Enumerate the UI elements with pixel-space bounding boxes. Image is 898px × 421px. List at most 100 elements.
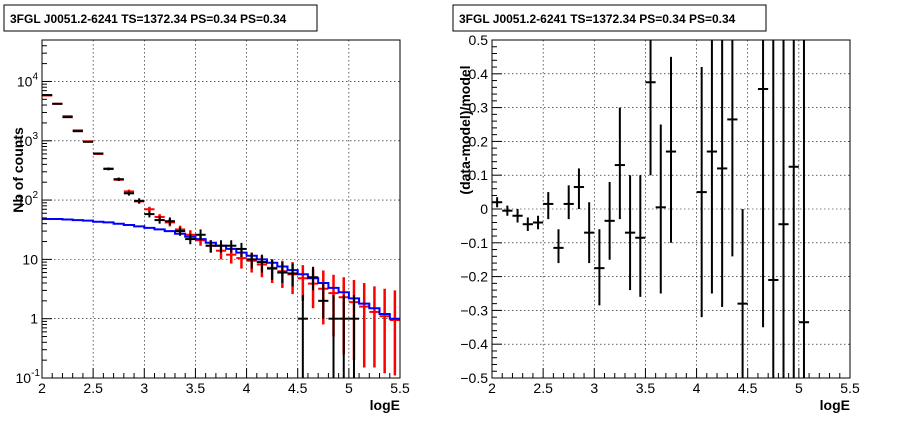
y-tick-label: 0.4 bbox=[469, 66, 489, 82]
axis-ticks bbox=[491, 39, 851, 379]
data-point bbox=[563, 185, 574, 220]
data-point bbox=[267, 259, 278, 280]
tick-labels: 2 2.5 3 3.5 4 4.5 5 5.5 −0.5 −0.4 −0.3 −0.2 −0.1 0 0.1… bbox=[460, 32, 860, 396]
title-box bbox=[452, 4, 767, 32]
data-point bbox=[226, 240, 237, 253]
x-tick-label: 5 bbox=[795, 380, 803, 396]
tick-labels: 2 2.5 3 3.5 4 4.5 5 5.5 10-1 1 10 102 103 104 bbox=[16, 71, 410, 396]
x-tick-label: 4 bbox=[243, 380, 251, 396]
y-tick-label: 103 bbox=[17, 131, 39, 149]
x-tick-label: 3 bbox=[140, 380, 148, 396]
data-point bbox=[236, 242, 247, 257]
data-point bbox=[553, 229, 564, 264]
data-series bbox=[42, 94, 400, 378]
y-tick-label: 0.5 bbox=[469, 32, 489, 48]
data-point bbox=[727, 40, 738, 257]
x-tick-label: 4.5 bbox=[288, 380, 308, 396]
model-bin bbox=[144, 206, 155, 212]
data-point bbox=[624, 175, 636, 291]
y-tick-label: 0.2 bbox=[469, 133, 489, 149]
title-box bbox=[3, 4, 318, 32]
data-series bbox=[492, 40, 810, 378]
counts-spectrum-panel: 2 2.5 3 3.5 4 4.5 5 5.5 10-1 1 10 102 103 104 3FGL J0… bbox=[3, 4, 410, 413]
data-point bbox=[798, 40, 810, 378]
data-point bbox=[195, 229, 206, 241]
data-point bbox=[348, 295, 360, 378]
y-tick-label: 104 bbox=[17, 71, 39, 89]
data-point bbox=[614, 107, 625, 220]
x-tick-label: 3.5 bbox=[636, 380, 656, 396]
data-point bbox=[655, 124, 666, 294]
x-tick-label: 2 bbox=[38, 380, 46, 396]
residuals-panel: 2 2.5 3 3.5 4 4.5 5 5.5 −0.5 −0.4 −0.3 −0.2 −0.1 0 0.1… bbox=[452, 4, 860, 413]
y-tick-label: 10 bbox=[22, 251, 38, 267]
model-bin bbox=[379, 288, 390, 374]
x-tick-label: 5.5 bbox=[390, 380, 410, 396]
data-point bbox=[287, 263, 298, 287]
data-point bbox=[502, 205, 513, 216]
data-point bbox=[635, 175, 646, 297]
data-point bbox=[62, 116, 73, 119]
data-point bbox=[164, 217, 175, 225]
data-point bbox=[737, 209, 748, 378]
data-point bbox=[717, 40, 728, 308]
data-point bbox=[297, 295, 308, 378]
data-point bbox=[645, 40, 656, 176]
x-tick-label: 4 bbox=[693, 380, 701, 396]
data-point bbox=[72, 130, 83, 133]
model-bin bbox=[389, 290, 400, 376]
y-tick-label: 10-1 bbox=[16, 368, 41, 386]
data-point bbox=[103, 167, 114, 171]
data-point bbox=[246, 252, 257, 269]
data-point bbox=[768, 40, 779, 378]
data-point bbox=[174, 227, 186, 236]
model-bin bbox=[369, 286, 380, 368]
chart-title: 3FGL J0051.2-6241 TS=1372.34 PS=0.34 PS=… bbox=[459, 12, 736, 26]
data-point bbox=[113, 177, 124, 181]
y-tick-label: −0.4 bbox=[460, 336, 488, 352]
x-tick-label: 3.5 bbox=[186, 380, 206, 396]
data-point bbox=[185, 233, 196, 245]
x-tick-label: 5.5 bbox=[840, 380, 860, 396]
data-point bbox=[665, 56, 677, 243]
y-tick-label: 0 bbox=[480, 201, 488, 217]
data-point bbox=[205, 240, 216, 253]
y-axis-label: Nb of counts bbox=[10, 127, 26, 213]
data-point bbox=[778, 40, 789, 378]
y-tick-label: −0.2 bbox=[460, 269, 488, 285]
x-tick-label: 4.5 bbox=[738, 380, 758, 396]
plot-area bbox=[42, 40, 400, 378]
x-tick-label: 2 bbox=[488, 380, 496, 396]
data-point bbox=[93, 152, 104, 155]
model-bin bbox=[359, 282, 370, 368]
y-axis-label: (data-model)/model bbox=[457, 65, 473, 194]
data-point bbox=[144, 211, 155, 218]
y-tick-label: 0.1 bbox=[469, 167, 489, 183]
data-point bbox=[328, 295, 339, 378]
data-point bbox=[134, 198, 145, 204]
data-point bbox=[543, 192, 554, 220]
data-point bbox=[318, 282, 329, 319]
chart-title: 3FGL J0051.2-6241 TS=1372.34 PS=0.34 PS=… bbox=[10, 12, 287, 26]
data-point bbox=[696, 67, 707, 318]
data-point bbox=[154, 216, 165, 224]
y-tick-label: −0.5 bbox=[460, 370, 488, 386]
y-tick-label: −0.1 bbox=[460, 235, 488, 251]
data-point bbox=[594, 229, 605, 306]
data-point bbox=[256, 254, 268, 273]
data-point bbox=[532, 215, 544, 230]
data-point bbox=[706, 40, 718, 294]
y-tick-label: 1 bbox=[30, 311, 38, 327]
data-point bbox=[788, 40, 799, 378]
data-point bbox=[307, 266, 319, 291]
x-axis-label: logE bbox=[370, 397, 400, 413]
data-point bbox=[52, 102, 63, 105]
x-tick-label: 3 bbox=[590, 380, 598, 396]
data-point bbox=[584, 202, 595, 264]
x-tick-label: 5 bbox=[345, 380, 353, 396]
y-tick-label: 102 bbox=[17, 190, 39, 208]
x-tick-label: 2.5 bbox=[83, 380, 103, 396]
data-point bbox=[215, 240, 227, 253]
data-point bbox=[522, 217, 533, 231]
